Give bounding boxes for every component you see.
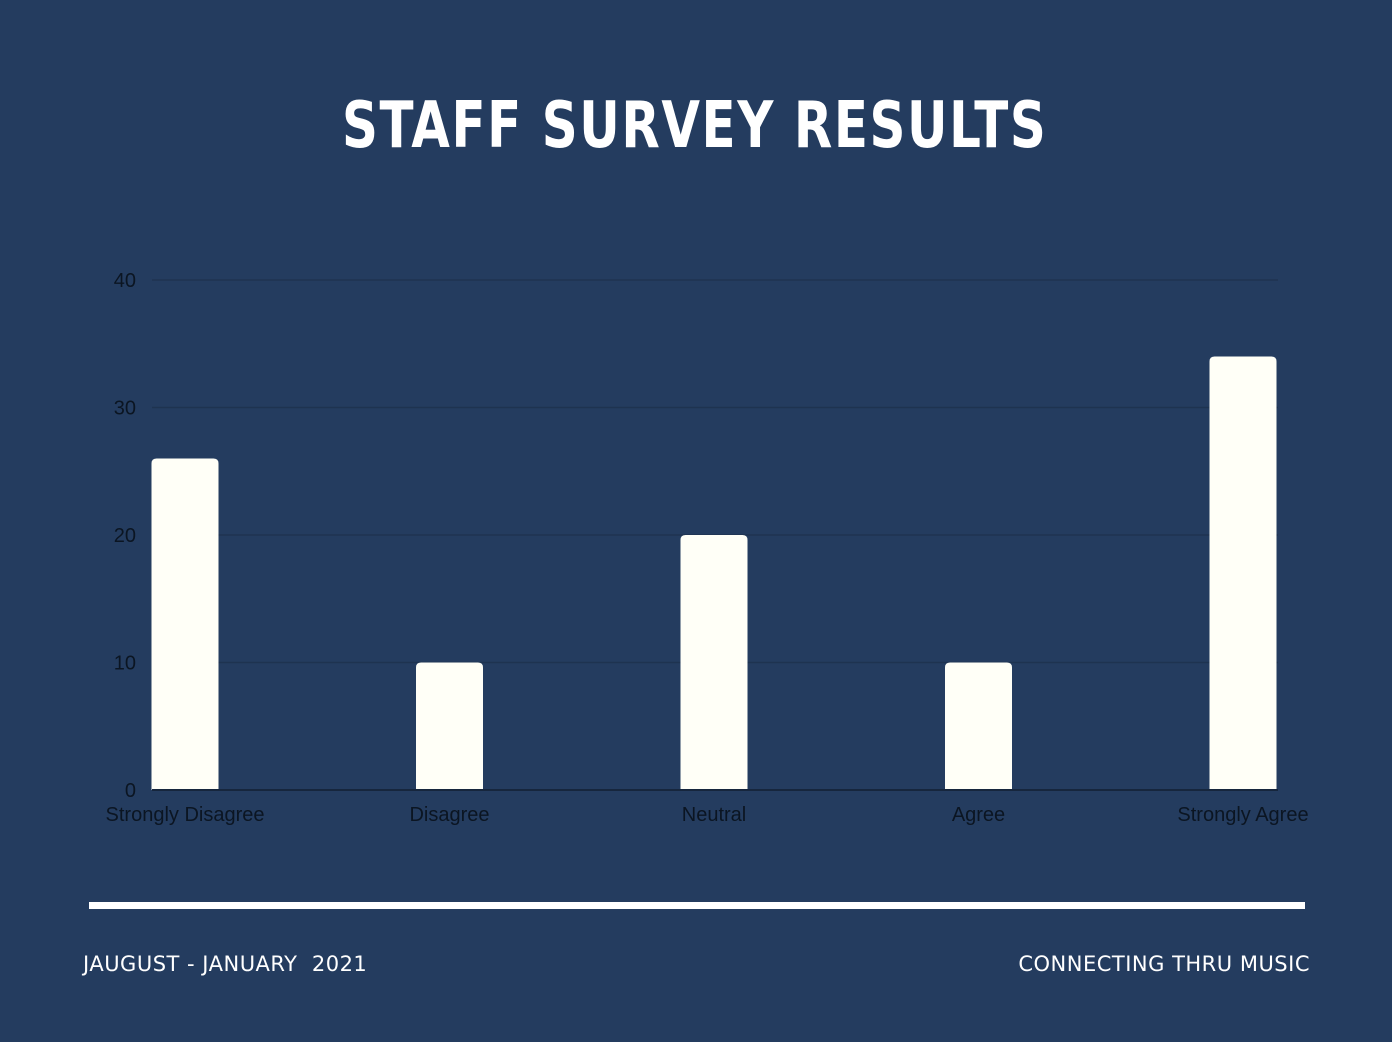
footer-date-range: JAUGUST - JANUARY 2021 [83,952,368,976]
bar-strongly-disagree [151,458,219,790]
footer-divider [89,902,1305,909]
x-tick-label: Disagree [409,804,489,826]
y-tick-label: 30 [114,398,136,420]
x-tick-label: Strongly Agree [1177,804,1308,826]
y-tick-label: 40 [114,270,136,292]
y-tick-label: 20 [114,525,136,547]
bar-strongly-agree [1209,356,1277,790]
x-tick-label: Strongly Disagree [106,804,265,826]
y-tick-label: 0 [125,780,136,802]
x-tick-label: Neutral [682,804,746,826]
chart-title: STAFF SURVEY RESULTS [342,89,1048,163]
y-tick-label: 10 [114,653,136,675]
bar-neutral [680,535,748,790]
footer-organization: CONNECTING THRU MUSIC [1018,952,1310,976]
x-tick-label: Agree [952,804,1005,826]
bar-disagree [416,662,483,790]
bar-agree [945,662,1012,790]
